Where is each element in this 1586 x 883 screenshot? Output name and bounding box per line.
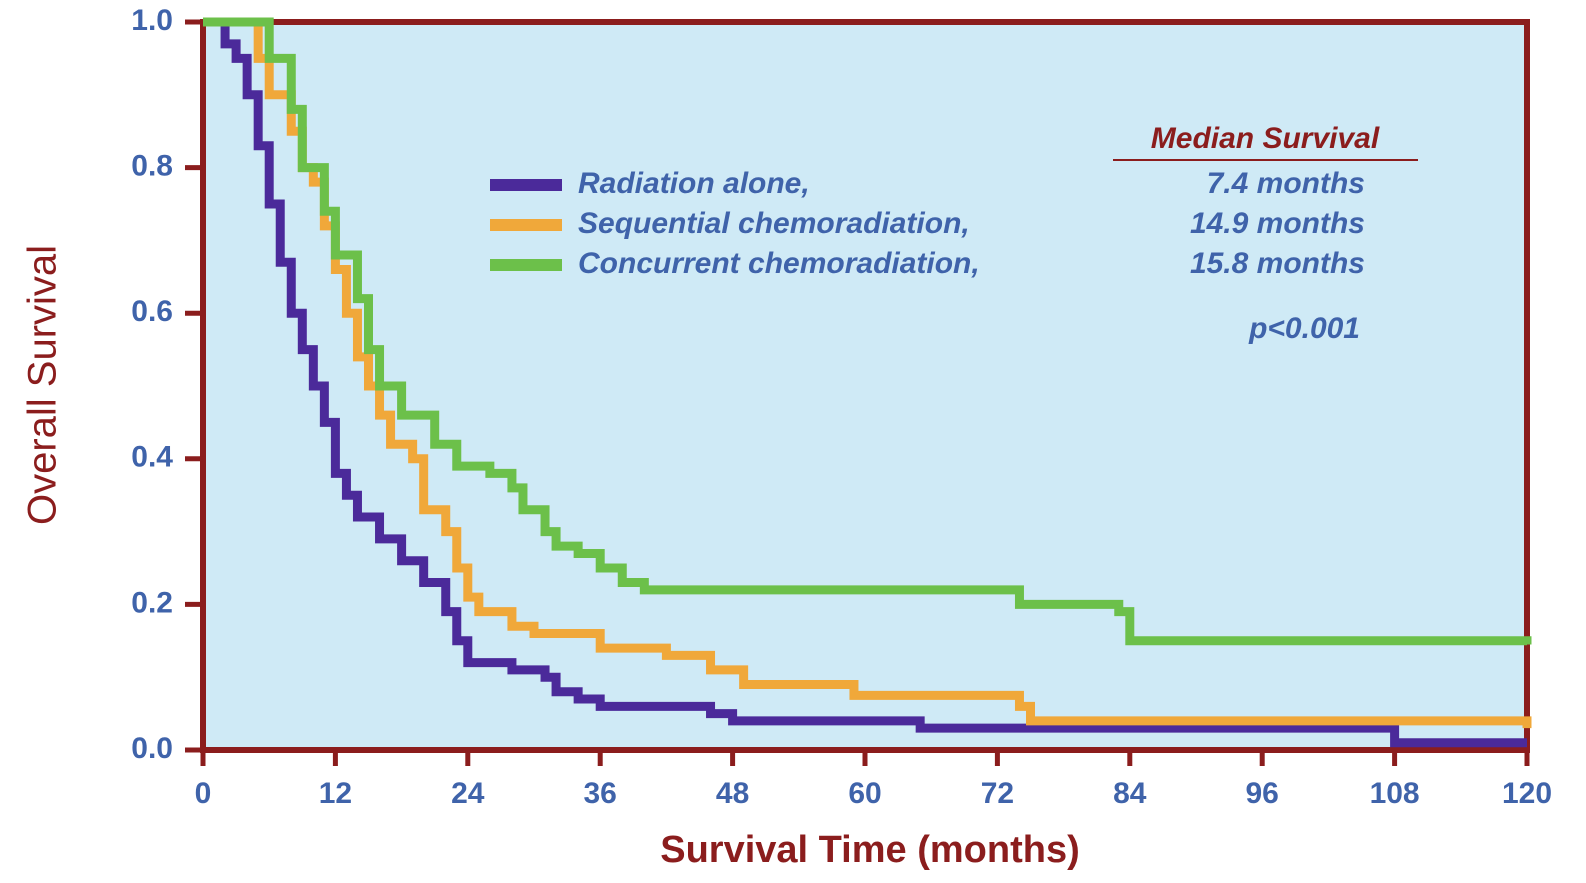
x-tick-label: 36 bbox=[584, 777, 617, 810]
x-tick-label: 48 bbox=[716, 777, 749, 810]
x-tick-label: 72 bbox=[981, 777, 1014, 810]
x-axis-title: Survival Time (months) bbox=[660, 829, 1080, 871]
legend-label: Concurrent chemoradiation, bbox=[578, 247, 980, 280]
y-tick-label: 0.2 bbox=[131, 586, 173, 619]
x-tick-label: 120 bbox=[1502, 777, 1552, 810]
legend-median: 14.9 months bbox=[1190, 207, 1365, 240]
legend-median: 7.4 months bbox=[1207, 167, 1365, 200]
survival-curve bbox=[203, 17, 1532, 646]
x-tick-label: 60 bbox=[848, 777, 881, 810]
x-tick-label: 96 bbox=[1246, 777, 1279, 810]
x-tick-label: 12 bbox=[319, 777, 352, 810]
x-tick-label: 24 bbox=[451, 777, 485, 810]
legend-label: Sequential chemoradiation, bbox=[578, 207, 970, 240]
plot-area bbox=[200, 19, 1530, 753]
y-axis-title: Overall Survival bbox=[21, 245, 65, 525]
y-tick-label: 1.0 bbox=[131, 4, 173, 37]
y-tick-label: 0.0 bbox=[131, 732, 173, 765]
legend-label: Radiation alone, bbox=[578, 167, 810, 200]
legend-median: 15.8 months bbox=[1190, 247, 1365, 280]
y-tick-label: 0.4 bbox=[131, 441, 173, 474]
annotation: p<0.001 bbox=[1248, 312, 1360, 345]
survival-curve bbox=[203, 17, 1527, 748]
y-tick-label: 0.6 bbox=[131, 295, 173, 328]
x-tick-label: 108 bbox=[1370, 777, 1420, 810]
x-tick-label: 0 bbox=[195, 777, 212, 810]
legend-title: Median Survival bbox=[1151, 122, 1380, 155]
y-tick-label: 0.8 bbox=[131, 150, 173, 183]
x-tick-label: 84 bbox=[1113, 777, 1147, 810]
